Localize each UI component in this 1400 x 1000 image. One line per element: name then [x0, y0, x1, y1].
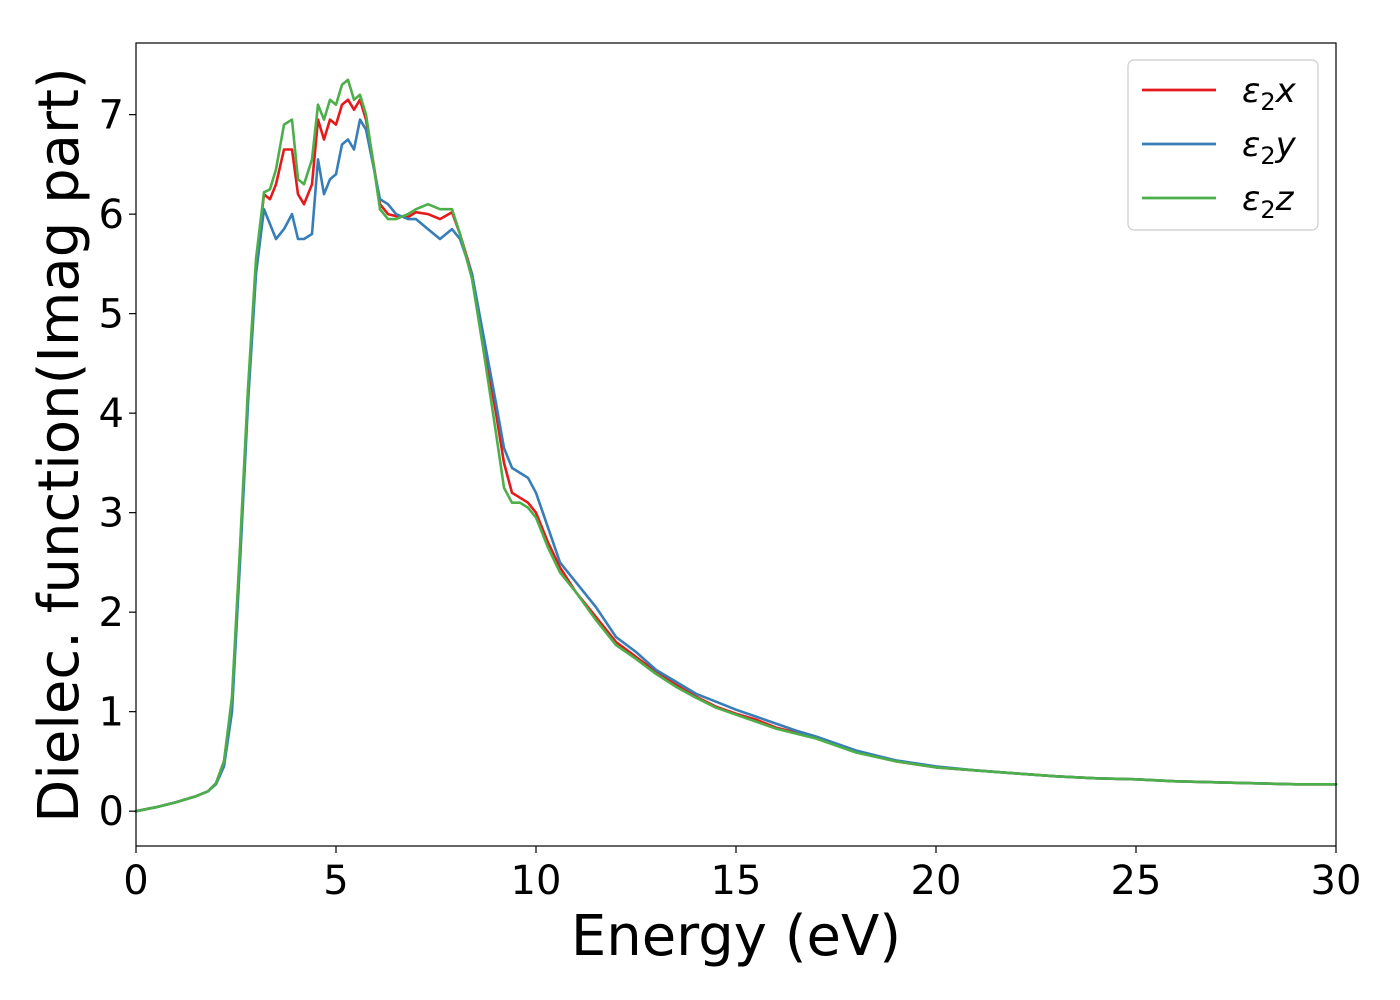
y-tick-label: 4: [99, 391, 124, 437]
x-tick-label: 25: [1111, 858, 1162, 904]
series-layer: [134, 78, 1338, 813]
x-tick-label: 30: [1311, 858, 1362, 904]
x-axis-label: Energy (eV): [571, 904, 901, 969]
legend-label-x: ε2x: [1242, 71, 1297, 116]
y-axis-ticks: 0 1 2 3 4 5 6 7: [99, 93, 136, 835]
x-tick-label: 0: [123, 858, 148, 904]
y-tick-label: 0: [99, 789, 124, 835]
y-tick-label: 1: [99, 690, 124, 736]
x-tick-label: 10: [511, 858, 562, 904]
legend-label-y: ε2y: [1242, 125, 1297, 170]
legend: ε2x ε2y ε2z: [1127, 59, 1319, 231]
y-tick-label: 3: [99, 491, 124, 537]
y-tick-label: 5: [99, 292, 124, 338]
y-tick-label: 2: [99, 590, 124, 636]
x-tick-label: 20: [911, 858, 962, 904]
y-tick-label: 6: [99, 192, 124, 238]
series-line-z: [134, 78, 1338, 813]
x-axis-ticks: 0 5 10 15 20 25 30: [123, 846, 1361, 904]
legend-box: [1127, 59, 1319, 231]
x-tick-label: 5: [323, 858, 348, 904]
legend-label-z: ε2z: [1242, 179, 1295, 224]
y-axis-label: Dielec. function(Imag part): [27, 67, 92, 823]
series-line-y: [134, 118, 1338, 813]
y-tick-label: 7: [99, 93, 124, 139]
x-tick-label: 15: [711, 858, 762, 904]
